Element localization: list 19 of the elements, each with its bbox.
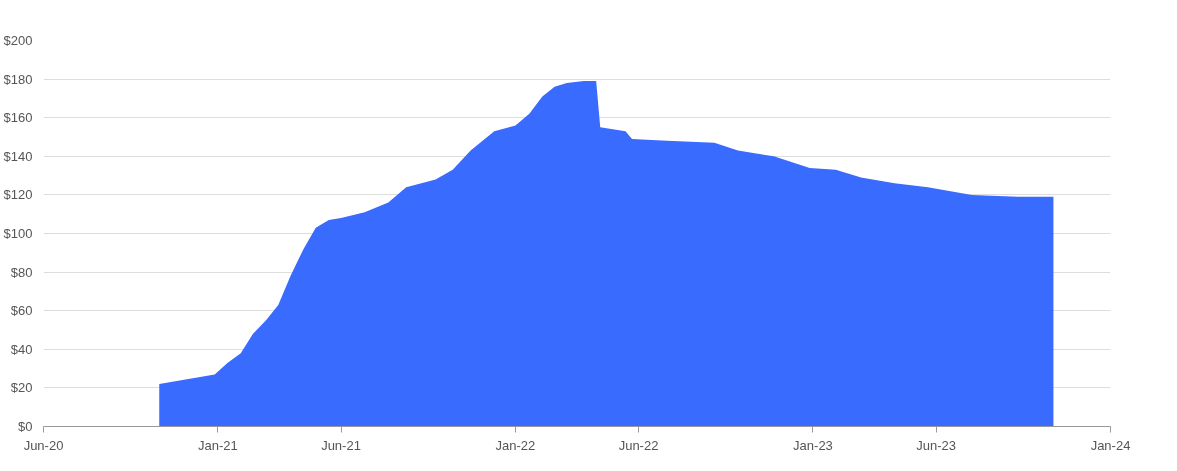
x-tick-label: Jan-21 [198,437,238,453]
x-tick-label: Jan-24 [1090,437,1131,453]
x-tick-label: Jun-22 [618,437,659,453]
y-tick-label: $80 [10,264,33,280]
y-tick-label: $120 [3,187,33,203]
x-tick-label: Jun-21 [321,437,361,453]
x-tick-label: Jan-23 [793,437,833,453]
x-tick-label: Jun-23 [916,437,956,453]
y-tick-label: $40 [10,341,33,357]
y-tick-label: $20 [10,380,33,396]
y-tick-label: $100 [3,226,33,241]
y-tick-label: $60 [10,303,33,319]
y-tick-label: $180 [3,71,33,87]
y-tick-label: $160 [3,110,33,126]
y-tick-label: $0 [18,419,33,434]
y-tick-label: $200 [3,33,33,48]
x-tick-label: Jan-22 [495,437,536,453]
x-tick-label: Jun-20 [23,437,64,453]
y-tick-label: $140 [3,148,33,164]
